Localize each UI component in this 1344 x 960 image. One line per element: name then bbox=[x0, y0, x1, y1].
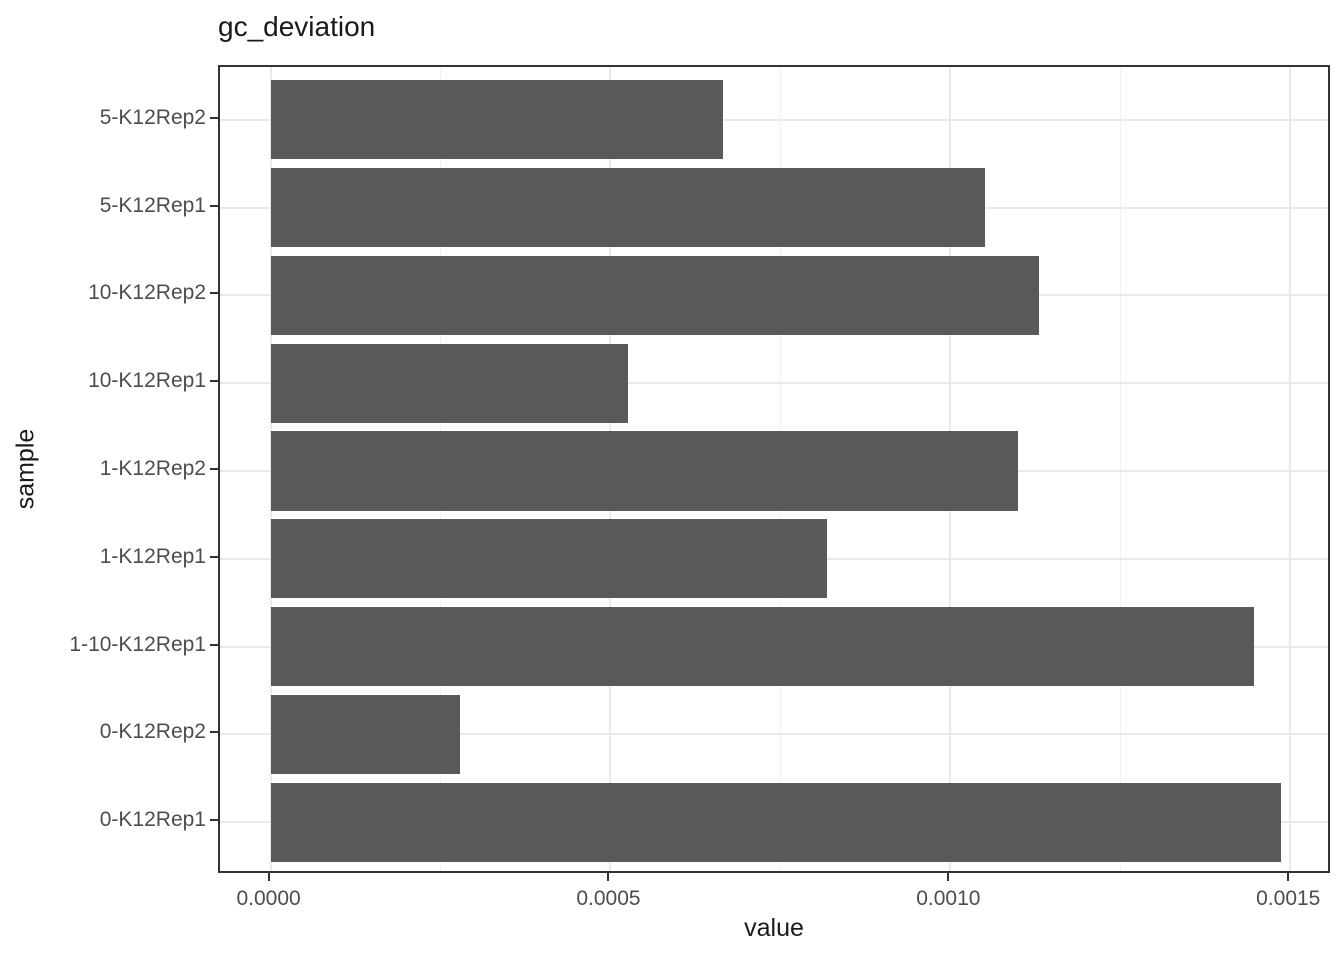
bar bbox=[270, 168, 986, 248]
gridline-x-major bbox=[1289, 67, 1292, 871]
y-tick-label: 0-K12Rep1 bbox=[99, 808, 206, 832]
y-tick bbox=[210, 204, 218, 207]
y-tick-label: 5-K12Rep2 bbox=[99, 105, 206, 129]
y-tick-label: 1-K12Rep2 bbox=[99, 457, 206, 480]
y-tick-label: 5-K12Rep1 bbox=[99, 193, 206, 217]
bar bbox=[270, 255, 1040, 335]
x-tick-label: 0.0000 bbox=[236, 887, 301, 910]
bar bbox=[270, 80, 723, 160]
bar bbox=[270, 519, 828, 599]
y-tick-label: 10-K12Rep1 bbox=[88, 369, 206, 393]
y-tick bbox=[210, 116, 218, 119]
gridline-y-major bbox=[220, 382, 1328, 385]
gridline-x-minor bbox=[1119, 67, 1121, 871]
y-tick bbox=[210, 819, 218, 822]
y-tick bbox=[210, 380, 218, 383]
bar bbox=[270, 431, 1019, 511]
gridline-y-major bbox=[220, 118, 1328, 121]
x-tick-label: 0.0005 bbox=[576, 887, 641, 910]
y-tick-label: 0-K12Rep2 bbox=[99, 720, 206, 744]
bar bbox=[270, 607, 1254, 687]
x-tick bbox=[947, 873, 950, 881]
y-tick bbox=[210, 731, 218, 734]
bar bbox=[270, 782, 1282, 862]
x-tick-label: 0.0015 bbox=[1256, 887, 1321, 910]
plot-panel bbox=[218, 65, 1330, 873]
y-tick bbox=[210, 643, 218, 646]
y-tick bbox=[210, 555, 218, 558]
gridline-y-major bbox=[220, 733, 1328, 736]
plot-title: gc_deviation bbox=[218, 11, 376, 42]
y-tick bbox=[210, 468, 218, 470]
x-tick bbox=[607, 873, 610, 881]
y-tick bbox=[210, 292, 218, 295]
y-tick-label: 1-10-K12Rep1 bbox=[69, 632, 206, 656]
x-tick-label: 0.0010 bbox=[916, 887, 981, 910]
x-axis-title: value bbox=[744, 914, 804, 942]
bar bbox=[270, 343, 629, 423]
x-tick bbox=[267, 873, 270, 881]
bar bbox=[270, 694, 460, 774]
x-tick bbox=[1287, 873, 1290, 881]
y-tick-label: 10-K12Rep2 bbox=[88, 281, 206, 305]
y-tick-label: 1-K12Rep1 bbox=[99, 544, 206, 568]
